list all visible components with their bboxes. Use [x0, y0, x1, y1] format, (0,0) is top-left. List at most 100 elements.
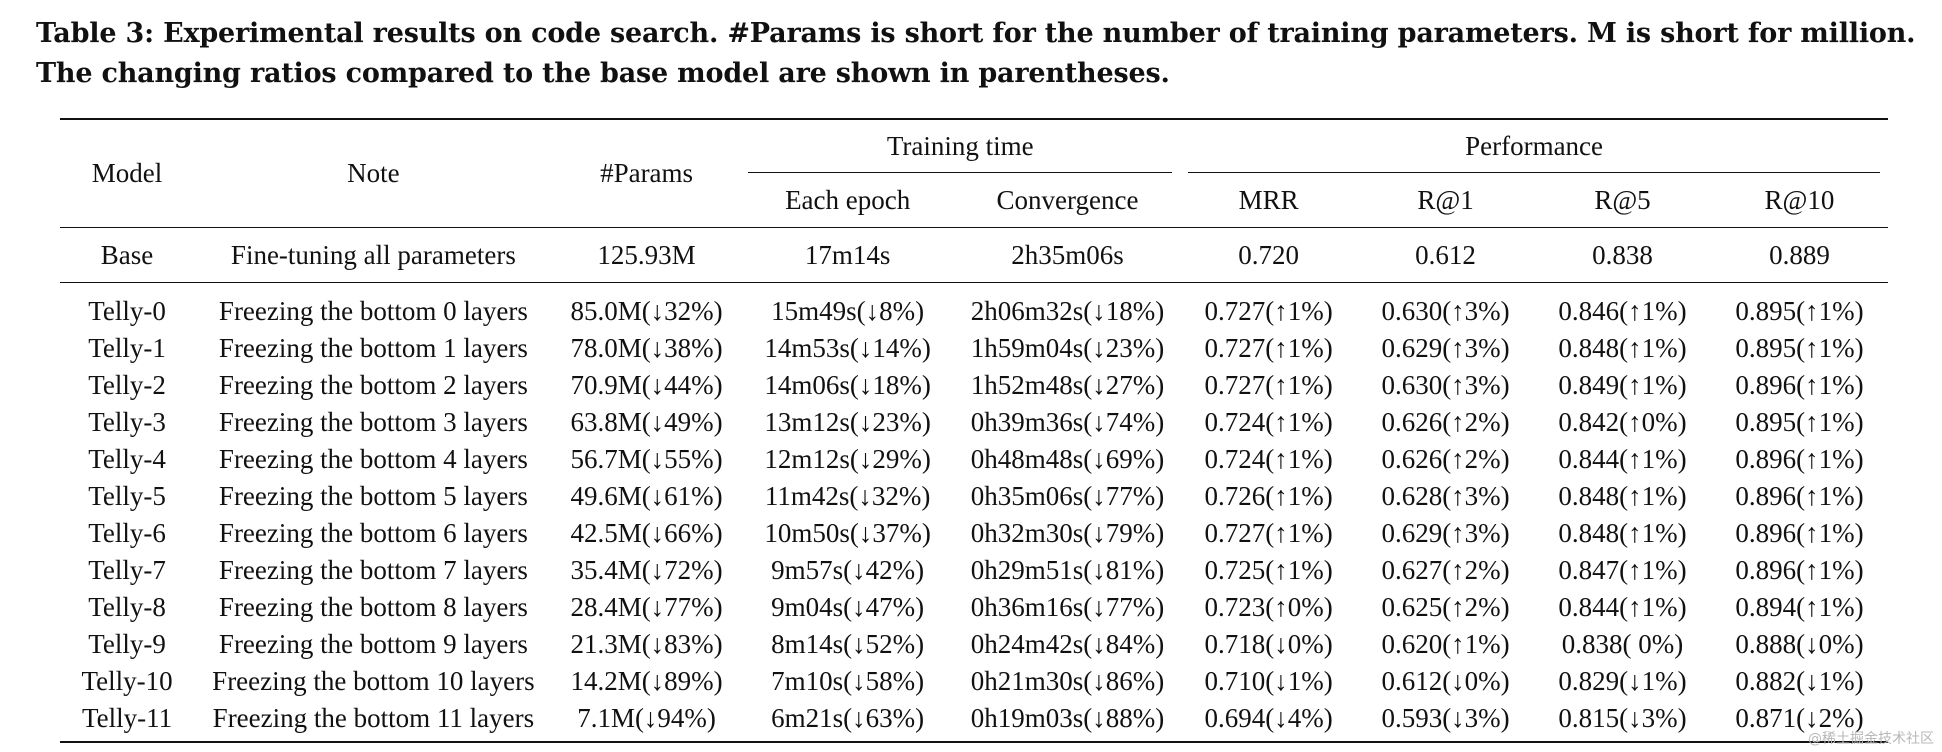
- cell-note: Freezing the bottom 0 layers: [218, 296, 528, 326]
- header-mrr: MRR: [1238, 184, 1299, 215]
- cell-each-epoch: 9m04s(↓47%): [771, 592, 925, 622]
- header-r5: R@5: [1594, 184, 1651, 215]
- cell-r10: 0.896(↑1%): [1735, 555, 1864, 585]
- cell-params: 42.5M(↓66%): [570, 518, 723, 548]
- cell-convergence: 0h32m30s(↓79%): [970, 518, 1165, 548]
- cell-each-epoch: 14m06s(↓18%): [764, 370, 931, 400]
- table-row: Telly-9 Freezing the bottom 9 layers 21.3M…: [60, 626, 1888, 663]
- cell-r1: 0.626(↑2%): [1381, 444, 1510, 474]
- cell-model: Telly-8: [88, 592, 166, 622]
- cell-r1: 0.628(↑3%): [1381, 481, 1510, 511]
- cell-note: Freezing the bottom 1 layers: [218, 333, 528, 363]
- cell-mrr: 0.710(↓1%): [1204, 666, 1333, 696]
- cell-r1: 0.630(↑3%): [1381, 370, 1510, 400]
- cell-mrr: 0.726(↑1%): [1204, 481, 1333, 511]
- cell-model: Telly-3: [88, 407, 166, 437]
- cell-params: 63.8M(↓49%): [570, 407, 723, 437]
- cell-r10: 0.896(↑1%): [1735, 481, 1864, 511]
- telly-rows: Telly-0 Freezing the bottom 0 layers 85.0M…: [60, 282, 1888, 742]
- cell-r5: 0.844(↑1%): [1558, 444, 1687, 474]
- cell-r1: 0.629(↑3%): [1381, 333, 1510, 363]
- cell-r10: 0.889: [1769, 239, 1830, 270]
- cell-convergence: 0h48m48s(↓69%): [970, 444, 1165, 474]
- table-row: Telly-5 Freezing the bottom 5 layers 49.6M…: [60, 478, 1888, 515]
- caption-line-1: Table 3: Experimental results on code se…: [36, 18, 1916, 49]
- cell-model: Telly-5: [88, 481, 166, 511]
- cell-each-epoch: 10m50s(↓37%): [764, 518, 931, 548]
- results-table: Model Note #Params Training time Perform…: [60, 118, 1888, 743]
- table-row: Telly-3 Freezing the bottom 3 layers 63.8M…: [60, 404, 1888, 441]
- cell-each-epoch: 17m14s: [804, 239, 891, 270]
- header-performance-label: Performance: [1465, 131, 1604, 161]
- cell-mrr: 0.720: [1238, 239, 1299, 270]
- header-training-time: Training time: [740, 119, 1180, 173]
- cell-r10: 0.895(↑1%): [1735, 407, 1864, 437]
- cell-params: 35.4M(↓72%): [570, 555, 723, 585]
- cell-params: 28.4M(↓77%): [570, 592, 723, 622]
- cell-mrr: 0.727(↑1%): [1204, 296, 1333, 326]
- cell-params: 49.6M(↓61%): [570, 481, 723, 511]
- cell-note: Freezing the bottom 10 layers: [212, 666, 535, 696]
- cell-r5: 0.848(↑1%): [1558, 518, 1687, 548]
- cell-mrr: 0.723(↑0%): [1204, 592, 1333, 622]
- table-row: Telly-2 Freezing the bottom 2 layers 70.9M…: [60, 367, 1888, 404]
- cell-params: 125.93M: [597, 239, 696, 270]
- cell-model: Telly-11: [81, 703, 173, 733]
- cell-r10: 0.896(↑1%): [1735, 370, 1864, 400]
- header-r1: R@1: [1417, 184, 1474, 215]
- header-row-2: Each epoch Convergence MRR R@1 R@5 R@10: [60, 173, 1888, 228]
- table-row: Telly-10 Freezing the bottom 10 layers 14.…: [60, 663, 1888, 700]
- cell-r5: 0.815(↓3%): [1558, 703, 1687, 733]
- cell-r5: 0.844(↑1%): [1558, 592, 1687, 622]
- cell-mrr: 0.727(↑1%): [1204, 333, 1333, 363]
- cell-note: Freezing the bottom 7 layers: [218, 555, 528, 585]
- cell-each-epoch: 8m14s(↓52%): [771, 629, 925, 659]
- caption-line-2: The changing ratios compared to the base…: [36, 58, 1170, 89]
- cell-convergence: 0h29m51s(↓81%): [970, 555, 1165, 585]
- cell-r5: 0.838: [1592, 239, 1653, 270]
- table-row: Telly-1 Freezing the bottom 1 layers 78.0M…: [60, 330, 1888, 367]
- cell-r10: 0.896(↑1%): [1735, 444, 1864, 474]
- cell-each-epoch: 11m42s(↓32%): [764, 481, 931, 511]
- performance-rule: [1188, 172, 1880, 173]
- table-caption: Table 3: Experimental results on code se…: [36, 14, 1926, 94]
- cell-note: Fine-tuning all parameters: [230, 239, 516, 270]
- header-model: Model: [91, 158, 163, 188]
- header-each-epoch: Each epoch: [785, 184, 911, 215]
- cell-convergence: 0h21m30s(↓86%): [970, 666, 1165, 696]
- cell-each-epoch: 6m21s(↓63%): [771, 703, 925, 733]
- cell-note: Freezing the bottom 6 layers: [218, 518, 528, 548]
- cell-r1: 0.627(↑2%): [1381, 555, 1510, 585]
- table-row: Telly-6 Freezing the bottom 6 layers 42.5M…: [60, 515, 1888, 552]
- cell-r10: 0.895(↑1%): [1735, 333, 1864, 363]
- cell-convergence: 0h19m03s(↓88%): [970, 703, 1165, 733]
- cell-r5: 0.847(↑1%): [1558, 555, 1687, 585]
- cell-r10: 0.895(↑1%): [1735, 296, 1864, 326]
- cell-r1: 0.593(↓3%): [1381, 703, 1510, 733]
- cell-model: Telly-0: [88, 296, 166, 326]
- cell-model: Telly-2: [88, 370, 166, 400]
- cell-each-epoch: 7m10s(↓58%): [771, 666, 925, 696]
- cell-note: Freezing the bottom 8 layers: [218, 592, 528, 622]
- cell-convergence: 0h39m36s(↓74%): [970, 407, 1165, 437]
- cell-convergence: 2h35m06s: [1011, 239, 1124, 270]
- cell-each-epoch: 13m12s(↓23%): [764, 407, 931, 437]
- cell-convergence: 1h59m04s(↓23%): [970, 333, 1165, 363]
- cell-mrr: 0.694(↓4%): [1204, 703, 1333, 733]
- cell-model: Telly-9: [88, 629, 166, 659]
- cell-r10: 0.888(↓0%): [1735, 629, 1864, 659]
- header-performance: Performance: [1180, 119, 1888, 173]
- cell-r10: 0.894(↑1%): [1735, 592, 1864, 622]
- header-row-1: Model Note #Params Training time Perform…: [60, 119, 1888, 188]
- cell-each-epoch: 14m53s(↓14%): [764, 333, 931, 363]
- cell-model: Base: [100, 239, 154, 270]
- cell-convergence: 2h06m32s(↓18%): [970, 296, 1165, 326]
- table-row: Telly-7 Freezing the bottom 7 layers 35.4M…: [60, 552, 1888, 589]
- cell-convergence: 0h24m42s(↓84%): [970, 629, 1165, 659]
- cell-r5: 0.849(↑1%): [1558, 370, 1687, 400]
- cell-note: Freezing the bottom 3 layers: [218, 407, 528, 437]
- cell-model: Telly-7: [88, 555, 166, 585]
- cell-mrr: 0.718(↓0%): [1204, 629, 1333, 659]
- table-row: Telly-0 Freezing the bottom 0 layers 85.0M…: [60, 282, 1888, 331]
- cell-r1: 0.629(↑3%): [1381, 518, 1510, 548]
